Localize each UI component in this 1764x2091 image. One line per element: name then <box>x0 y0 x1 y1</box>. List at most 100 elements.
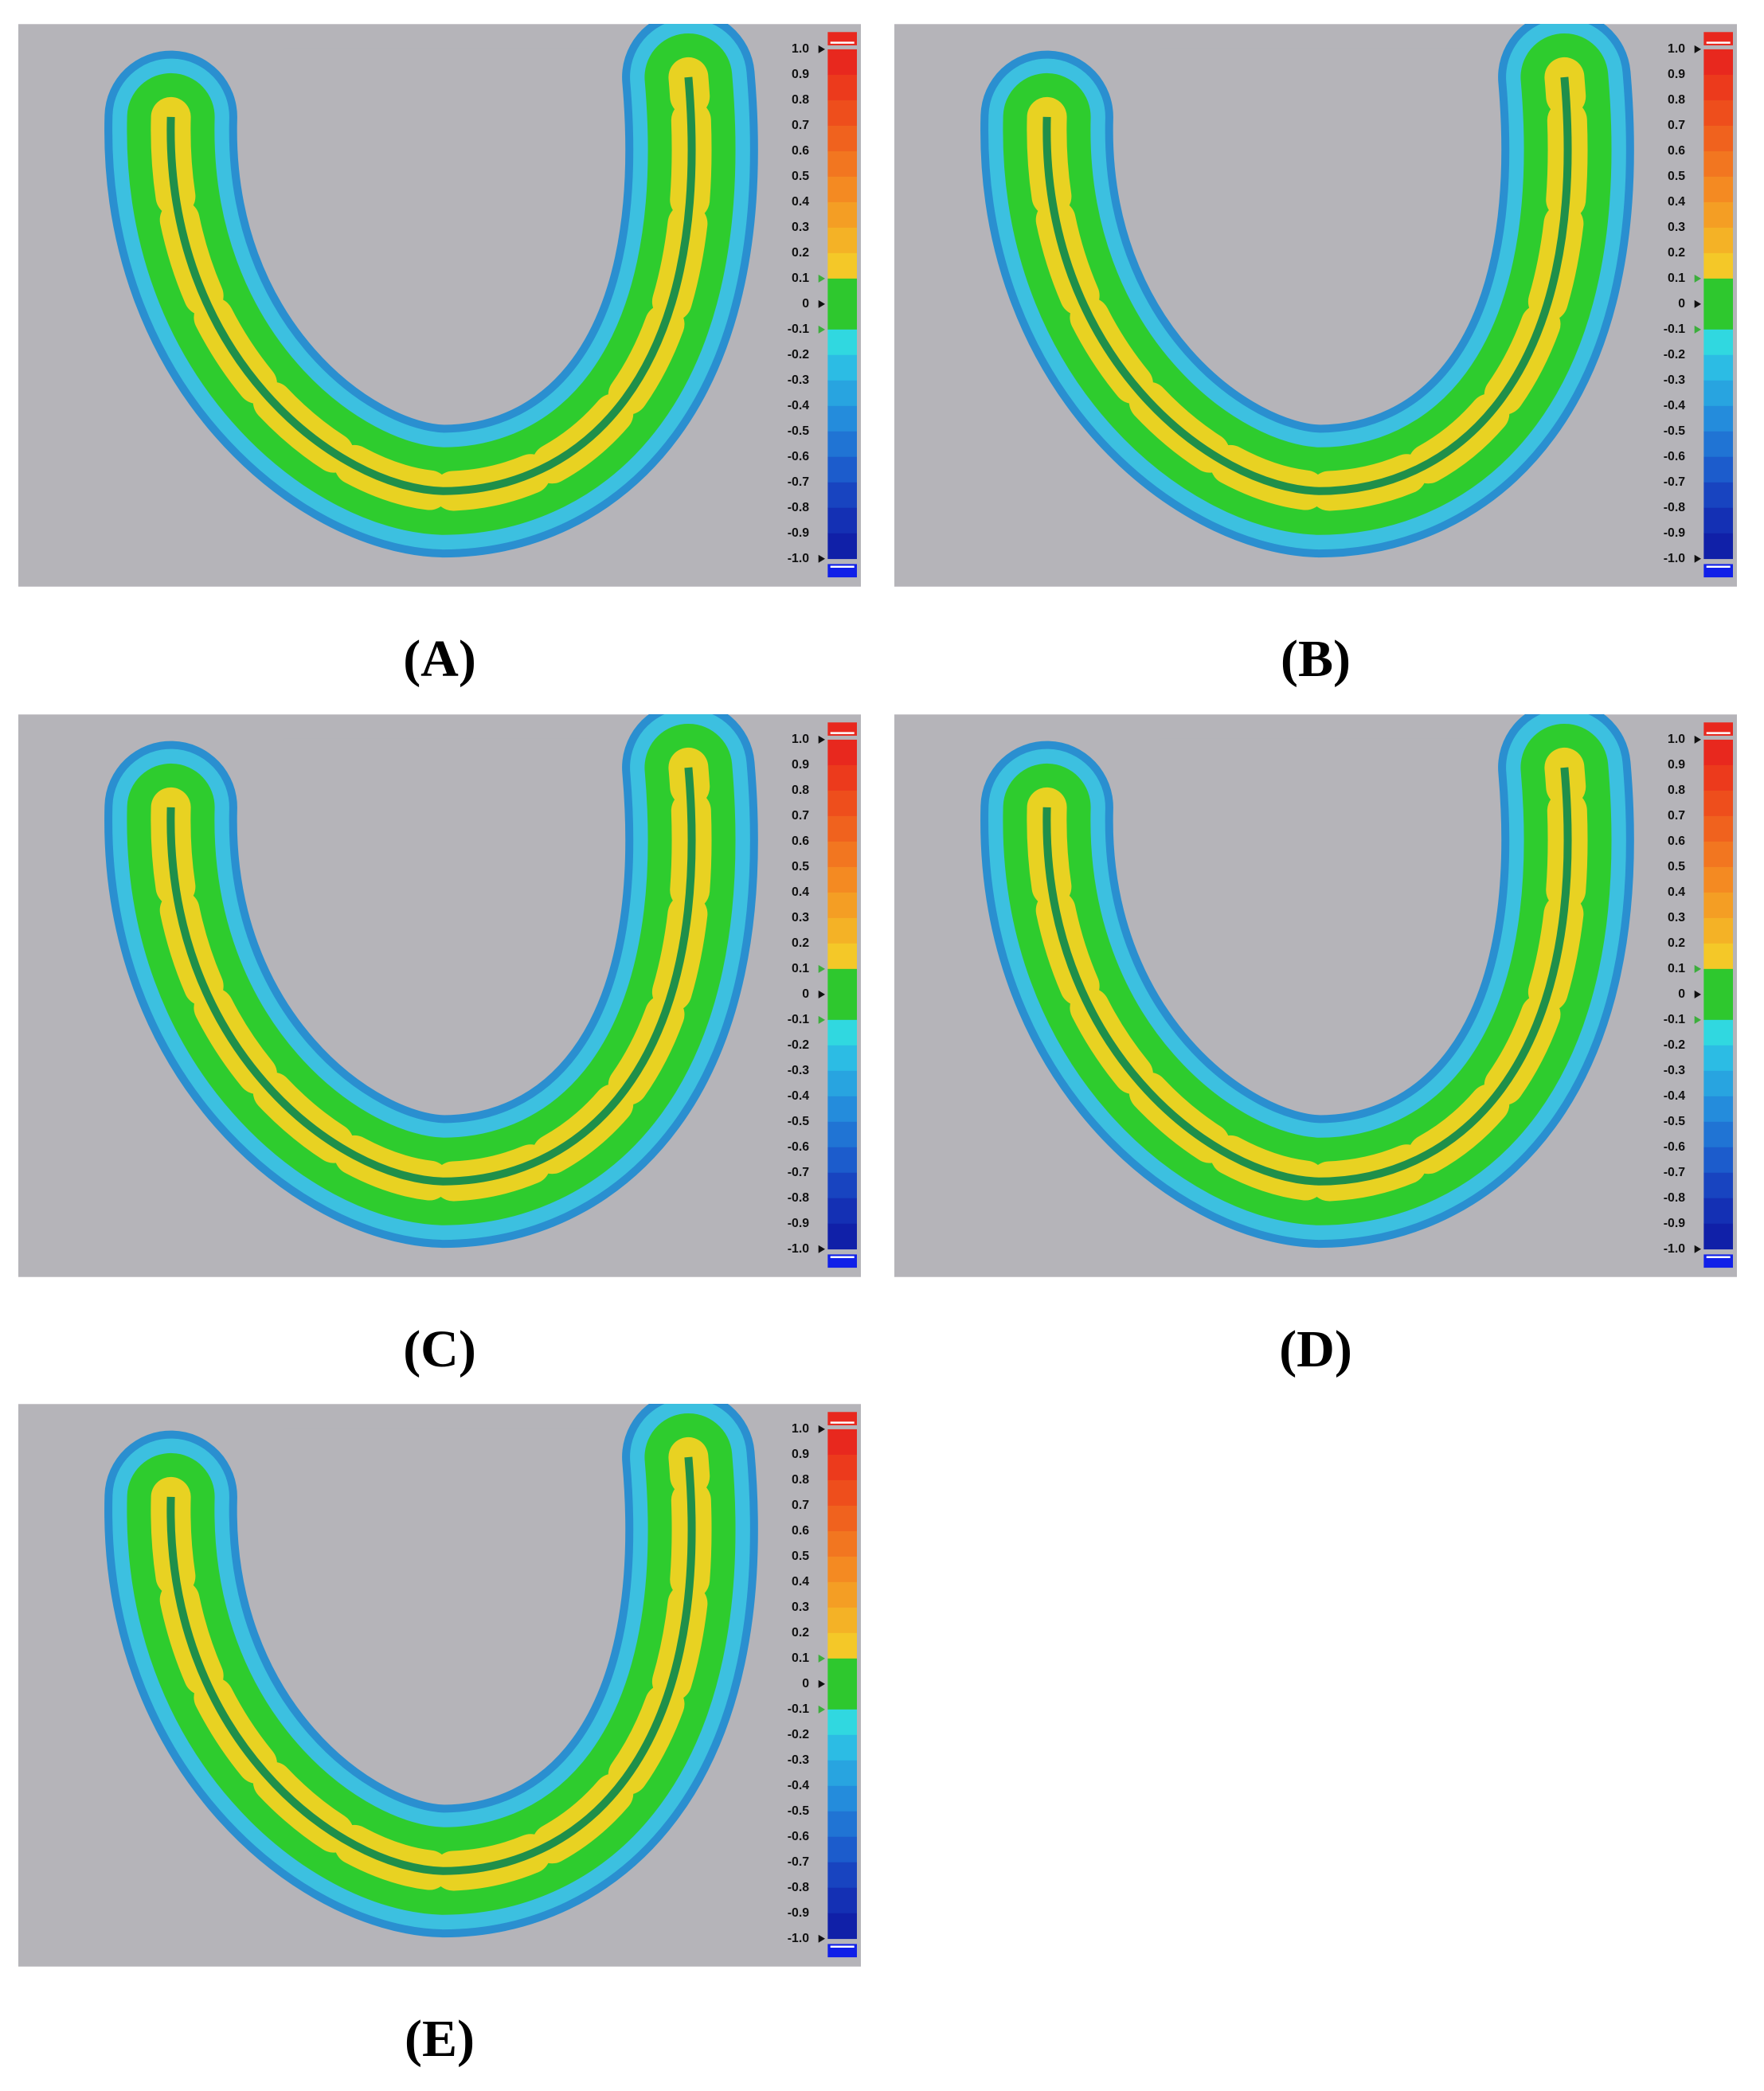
scale-segment <box>1703 917 1734 944</box>
scale-segment <box>1703 968 1734 995</box>
scale-label: -0.9 <box>1664 526 1685 540</box>
scale-segment <box>1703 176 1734 203</box>
scale-label: 0.1 <box>1668 962 1685 975</box>
scale-marker <box>818 299 826 308</box>
scale-segment <box>827 841 858 868</box>
scale-segment <box>1703 866 1734 893</box>
scale-marker <box>818 1934 826 1943</box>
scale-segment <box>827 1607 858 1634</box>
scale-segment <box>1703 790 1734 817</box>
scale-segment <box>1703 533 1734 560</box>
inner-gray <box>284 738 589 741</box>
scale-label: 0.7 <box>792 809 809 823</box>
panel-label: (E) <box>405 2010 475 2068</box>
scale-label: -1.0 <box>788 1242 809 1256</box>
scale-segment <box>827 739 858 766</box>
scale-label: -0.4 <box>1664 1089 1685 1103</box>
panel-label: (B) <box>1281 630 1351 688</box>
scale-segment <box>1703 1172 1734 1199</box>
scale-marker <box>818 1654 826 1663</box>
scale-segment <box>827 968 858 995</box>
scale-label: 0.3 <box>1668 221 1685 234</box>
scale-segment <box>1703 1198 1734 1225</box>
scale-label: 0.9 <box>1668 758 1685 772</box>
scale-segment <box>1703 507 1734 534</box>
scale-label: 0.3 <box>792 221 809 234</box>
scale-segment <box>827 380 858 407</box>
scale-segment <box>827 1556 858 1583</box>
scale-segment <box>827 1096 858 1123</box>
scale-segment <box>1703 303 1734 330</box>
scale-label: 1.0 <box>792 42 809 56</box>
scale-segment <box>827 1785 858 1812</box>
scale-label: -0.1 <box>788 1013 809 1026</box>
scale-segment <box>827 252 858 279</box>
scale-label: -0.8 <box>1664 1191 1685 1205</box>
scale-label: -0.5 <box>788 1804 809 1818</box>
scale-label: -0.6 <box>788 1830 809 1843</box>
scale-segment <box>1703 943 1734 970</box>
scale-segment <box>1703 892 1734 919</box>
scale-segment <box>1703 841 1734 868</box>
scale-segment <box>1703 49 1734 76</box>
scale-segment <box>827 866 858 893</box>
scale-segment <box>827 303 858 330</box>
scale-segment <box>1703 456 1734 483</box>
scale-segment <box>827 764 858 791</box>
scale-label: 0.1 <box>792 962 809 975</box>
panel-label: (A) <box>403 630 476 688</box>
scale-segment <box>827 1070 858 1097</box>
scale-label: 0.5 <box>792 1550 809 1563</box>
scale-label: -0.6 <box>1664 450 1685 463</box>
scale-label: -0.6 <box>1664 1140 1685 1154</box>
inner-gray <box>284 1428 589 1431</box>
scale-label: 0.6 <box>792 1524 809 1538</box>
scale-label: 0 <box>802 987 809 1001</box>
scale-marker <box>1694 325 1702 334</box>
scale-marker <box>818 274 826 283</box>
scale-segment <box>1703 329 1734 356</box>
scale-label: -0.7 <box>1664 475 1685 489</box>
scale-label: 0.7 <box>1668 119 1685 132</box>
scale-label: 0.5 <box>1668 170 1685 183</box>
inner-gray <box>1160 48 1465 51</box>
scale-label: -0.1 <box>788 322 809 336</box>
scale-label: -0.9 <box>788 1217 809 1230</box>
scale-marker <box>1694 964 1702 973</box>
scale-segment <box>1703 431 1734 458</box>
scale-segment <box>827 1760 858 1787</box>
scale-segment <box>1703 1121 1734 1148</box>
scale-label: -0.9 <box>1664 1217 1685 1230</box>
scale-label: 0 <box>802 1677 809 1690</box>
scale-label: -0.7 <box>1664 1166 1685 1179</box>
scale-marker <box>818 1679 826 1688</box>
scale-marker <box>818 325 826 334</box>
scale-label: 0.8 <box>1668 93 1685 107</box>
scale-label: 0.4 <box>792 885 809 899</box>
scale-label: -0.1 <box>788 1702 809 1716</box>
scale-segment <box>827 431 858 458</box>
scale-label: 0.7 <box>1668 809 1685 823</box>
scale-label: 0.3 <box>792 911 809 924</box>
scale-segment <box>827 1913 858 1940</box>
scale-segment <box>827 1734 858 1761</box>
scale-label: 0.1 <box>1668 272 1685 285</box>
scale-segment <box>1703 482 1734 509</box>
scale-segment <box>1703 1223 1734 1250</box>
scale-segment <box>1703 1045 1734 1072</box>
panel-image: 1.0 0.9 0.8 0.7 0.6 0.5 0.4 0.3 0.2 0.1 0 -0.1 -0.2 -… <box>894 714 1737 1277</box>
scale-segment <box>827 1862 858 1889</box>
scale-marker <box>818 1015 826 1024</box>
scale-segment <box>827 329 858 356</box>
scale-marker <box>818 990 826 999</box>
scale-marker <box>1694 990 1702 999</box>
scale-segment <box>1703 252 1734 279</box>
scale-segment <box>827 1454 858 1481</box>
scale-segment <box>827 1581 858 1608</box>
scale-label: -0.5 <box>1664 1115 1685 1128</box>
scale-label: -0.6 <box>788 450 809 463</box>
scale-label: 0.4 <box>1668 195 1685 209</box>
panel-image: 1.0 0.9 0.8 0.7 0.6 0.5 0.4 0.3 0.2 0.1 0 -0.1 -0.2 -… <box>18 714 861 1277</box>
scale-segment <box>1703 74 1734 101</box>
